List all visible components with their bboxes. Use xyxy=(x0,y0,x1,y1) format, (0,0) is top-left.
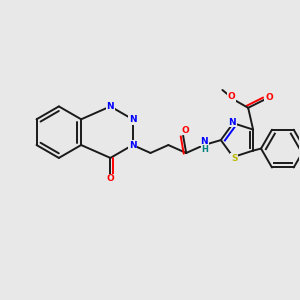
Text: H: H xyxy=(202,145,208,154)
Text: O: O xyxy=(106,174,114,183)
Text: O: O xyxy=(265,93,273,102)
Text: S: S xyxy=(231,154,237,163)
Text: N: N xyxy=(129,115,136,124)
Text: O: O xyxy=(227,92,235,101)
Text: N: N xyxy=(228,118,236,127)
Text: O: O xyxy=(181,126,189,135)
Text: N: N xyxy=(106,102,114,111)
Text: N: N xyxy=(129,140,136,149)
Text: N: N xyxy=(200,136,208,146)
